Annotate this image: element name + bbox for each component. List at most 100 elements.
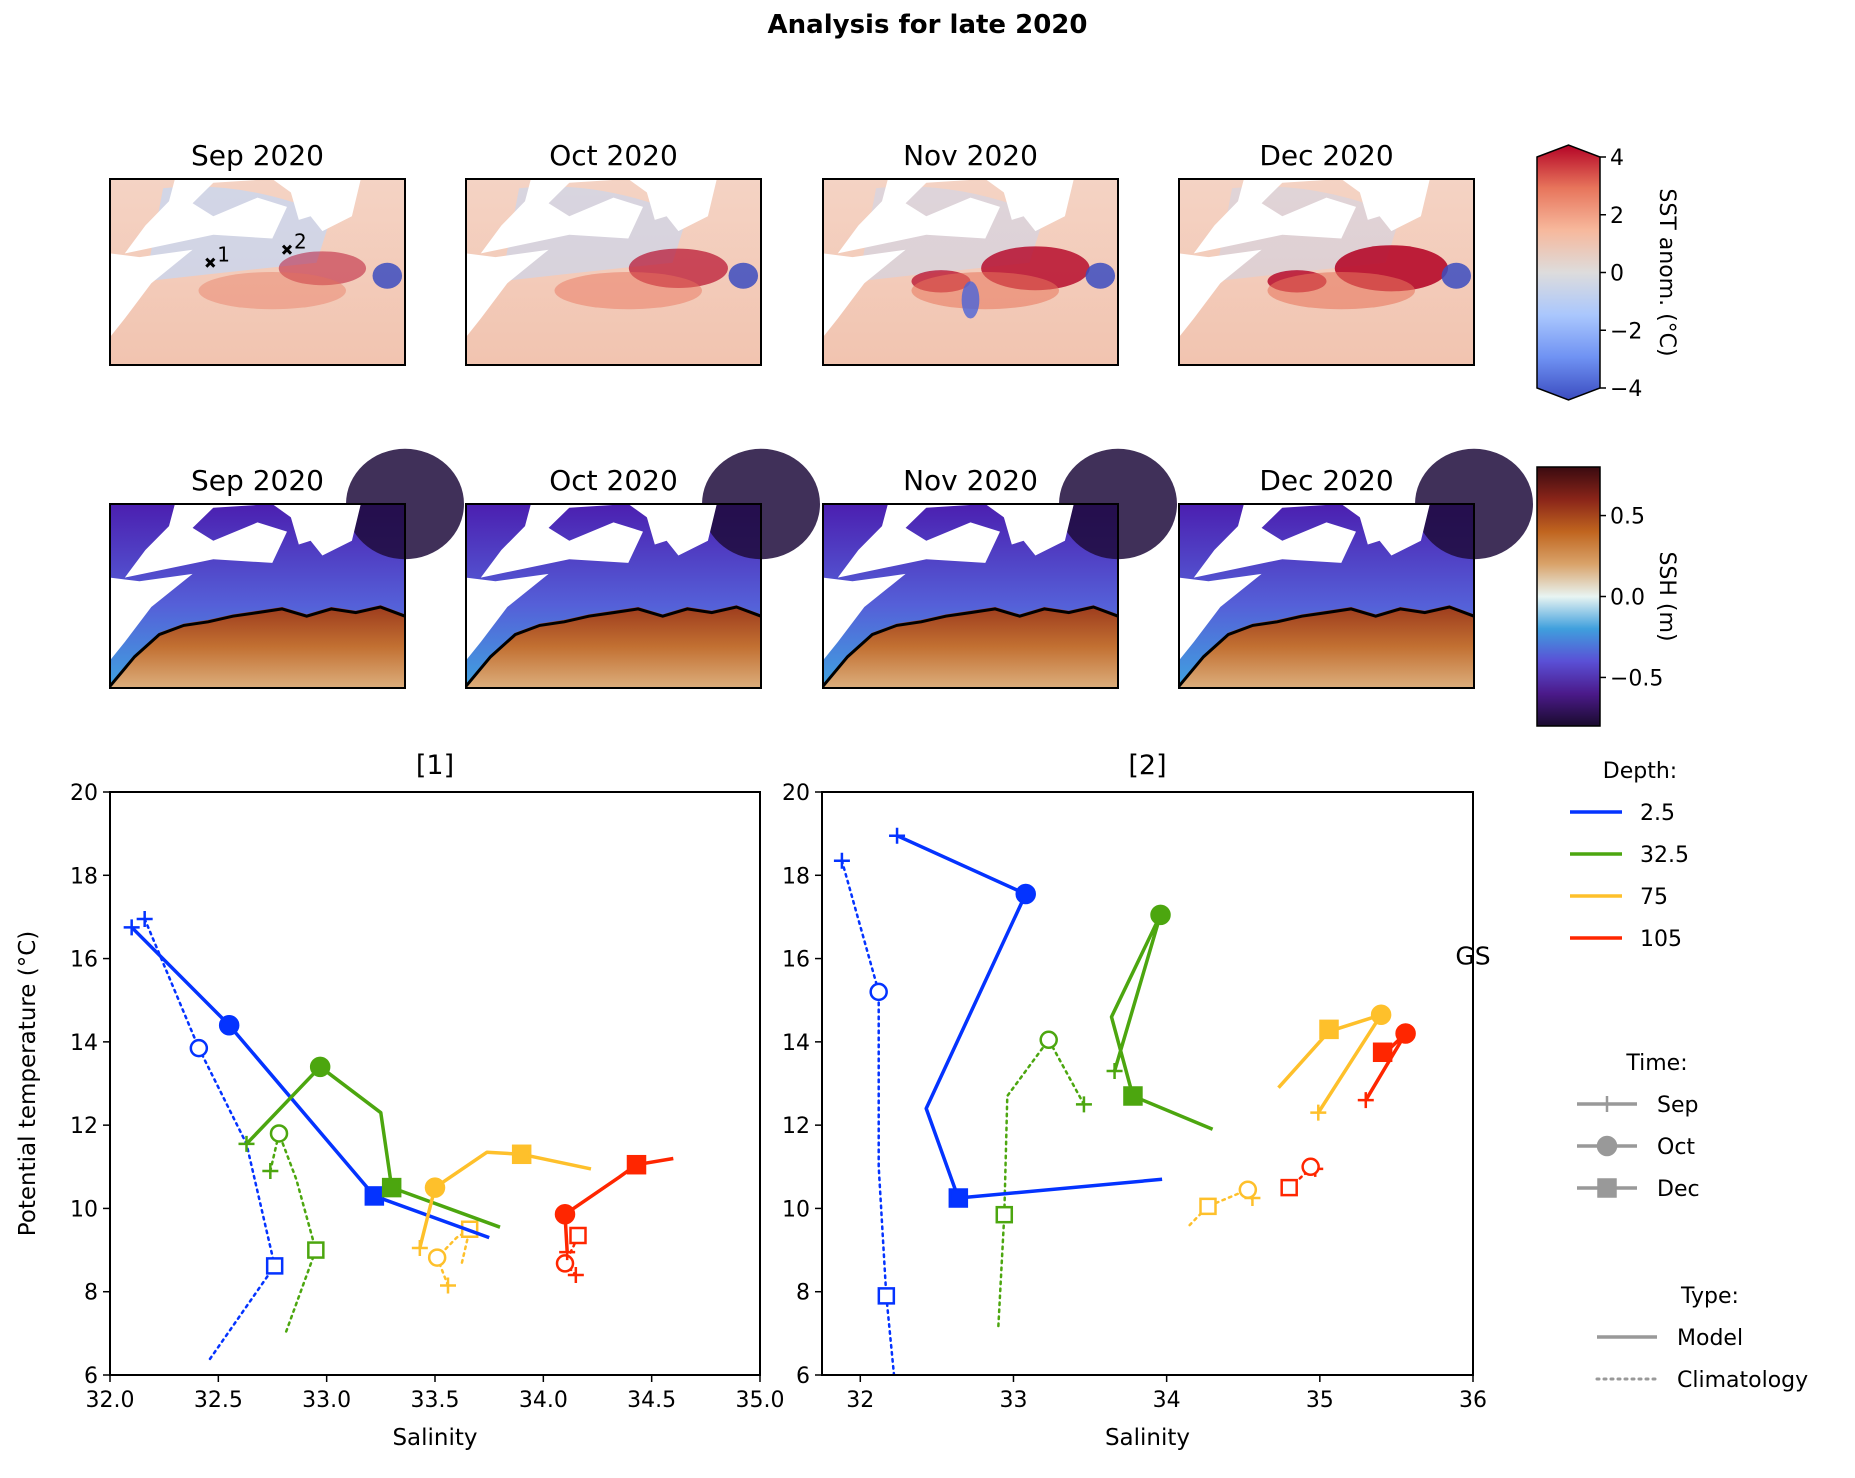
legend-label: Dec: [1657, 1177, 1700, 1202]
land-mass: [466, 504, 652, 578]
square-marker: [1597, 1178, 1617, 1198]
sst-warm-band: [1267, 272, 1415, 310]
land-mass: [466, 573, 549, 661]
colorbar-tick-label: 0: [1610, 262, 1624, 287]
legend-label: 75: [1640, 885, 1668, 910]
plus-marker: [889, 827, 906, 844]
plot-series: [833, 827, 1416, 1375]
land-mass: [823, 573, 906, 661]
legend-entry: Sep: [1577, 1093, 1698, 1118]
legend-label: Oct: [1657, 1135, 1695, 1160]
series-32.5-model: [238, 1056, 501, 1229]
y-tick-label: 8: [796, 1281, 810, 1306]
legend-entry: 75: [1570, 885, 1668, 910]
land-mass: [1179, 249, 1262, 338]
series-line: [896, 834, 1163, 1200]
plus-marker: [411, 1239, 428, 1256]
ssh-front-contour: [108, 605, 406, 688]
map-frame: [822, 503, 1119, 689]
x-axis-label: Salinity: [392, 1425, 477, 1451]
legend-title: Depth:: [1603, 759, 1677, 784]
y-tick-label: 6: [84, 1364, 98, 1389]
plot-area: [822, 792, 1473, 1375]
square-marker: [381, 1177, 402, 1198]
legend-title: Type:: [1680, 1284, 1739, 1309]
x-tick-label: 34.5: [627, 1388, 676, 1413]
colorbar-label: SST anom. (°C): [1654, 188, 1679, 356]
colorbar-body: [1536, 144, 1601, 401]
square-marker: [265, 1257, 284, 1275]
series-105-model: [554, 1154, 674, 1261]
sst-panel-title: Nov 2020: [903, 139, 1038, 172]
map-frame: [465, 503, 762, 689]
x-tick-label: 33: [999, 1388, 1027, 1413]
series-line: [269, 1132, 318, 1335]
land-mass: [466, 179, 652, 254]
map-frame: [465, 178, 762, 366]
colorbar-tick-label: 0.5: [1610, 505, 1645, 530]
plot-series: [123, 911, 674, 1364]
circle-marker: [1015, 883, 1036, 905]
x-tick-label: 35: [1306, 1388, 1334, 1413]
land-mass: [110, 573, 193, 661]
circle-marker: [218, 1014, 240, 1036]
colorbar-tick-label: 4: [1610, 146, 1624, 171]
legend-label: Climatology: [1677, 1368, 1808, 1393]
circle-marker: [1150, 904, 1171, 926]
y-tick-label: 20: [70, 781, 98, 806]
land-mass: [1179, 504, 1365, 578]
circle-marker: [309, 1056, 331, 1078]
series-32.5-climatology: [262, 1124, 325, 1335]
legend-entry: Climatology: [1595, 1368, 1808, 1393]
circle-marker: [555, 1254, 575, 1273]
square-marker: [626, 1154, 647, 1175]
series-2.5-model: [889, 827, 1163, 1208]
x-tick-label: 34.0: [519, 1388, 568, 1413]
land-mass: [823, 249, 906, 338]
series-32.5-climatology: [995, 1030, 1092, 1331]
map-frame: [1178, 503, 1475, 689]
sst-warm-band: [911, 272, 1059, 310]
colorbar-tick-label: 0.0: [1610, 586, 1645, 611]
plus-marker: [833, 852, 850, 869]
circle-marker: [189, 1038, 209, 1058]
y-tick-label: 8: [84, 1281, 98, 1306]
ssh-panel-title: Sep 2020: [191, 464, 324, 497]
plus-marker: [567, 1267, 584, 1284]
map-frame: [822, 178, 1119, 366]
plus-marker: [123, 919, 140, 936]
maps-layer: Sep 2020 1 2 Oct 2020 Nov 2020 Dec 2020 Sep 20…: [108, 139, 1533, 689]
square-marker: [1123, 1086, 1143, 1106]
sst-panel-title: Dec 2020: [1259, 139, 1393, 172]
series-2.5-climatology: [833, 852, 896, 1375]
circle-marker: [1370, 1004, 1392, 1026]
land-mass: [287, 504, 361, 556]
plus-marker: [1106, 1063, 1123, 1080]
legend-title: Time:: [1625, 1051, 1687, 1076]
x-marker-icon: [281, 244, 293, 255]
series-line: [435, 1228, 471, 1287]
ssh-panel-title: Nov 2020: [903, 464, 1038, 497]
sst-map-panel: Nov 2020: [822, 139, 1119, 366]
map-frame: [109, 503, 406, 689]
square-marker: [877, 1287, 896, 1305]
land-mass: [823, 504, 1009, 578]
map-frame: [1178, 178, 1475, 366]
sst-cold-eddy: [1441, 262, 1472, 289]
station-2-marker: 2: [281, 230, 307, 255]
plus-marker: [136, 911, 153, 928]
gs-annotation: GS: [1455, 941, 1490, 970]
ssh-front-contour: [1177, 605, 1475, 688]
series-line: [1109, 913, 1214, 1131]
legend-label: 32.5: [1640, 843, 1689, 868]
land-mass: [643, 179, 717, 232]
y-tick-label: 20: [782, 781, 810, 806]
circle-marker: [424, 1177, 446, 1198]
circle-marker: [1301, 1157, 1320, 1177]
y-tick-label: 6: [796, 1364, 810, 1389]
legend-entry: 105: [1570, 927, 1682, 952]
sst-warm-band: [554, 272, 702, 310]
series-2.5-model: [123, 919, 490, 1240]
series-105-model: [1357, 1023, 1416, 1109]
y-tick-label: 18: [782, 864, 810, 889]
